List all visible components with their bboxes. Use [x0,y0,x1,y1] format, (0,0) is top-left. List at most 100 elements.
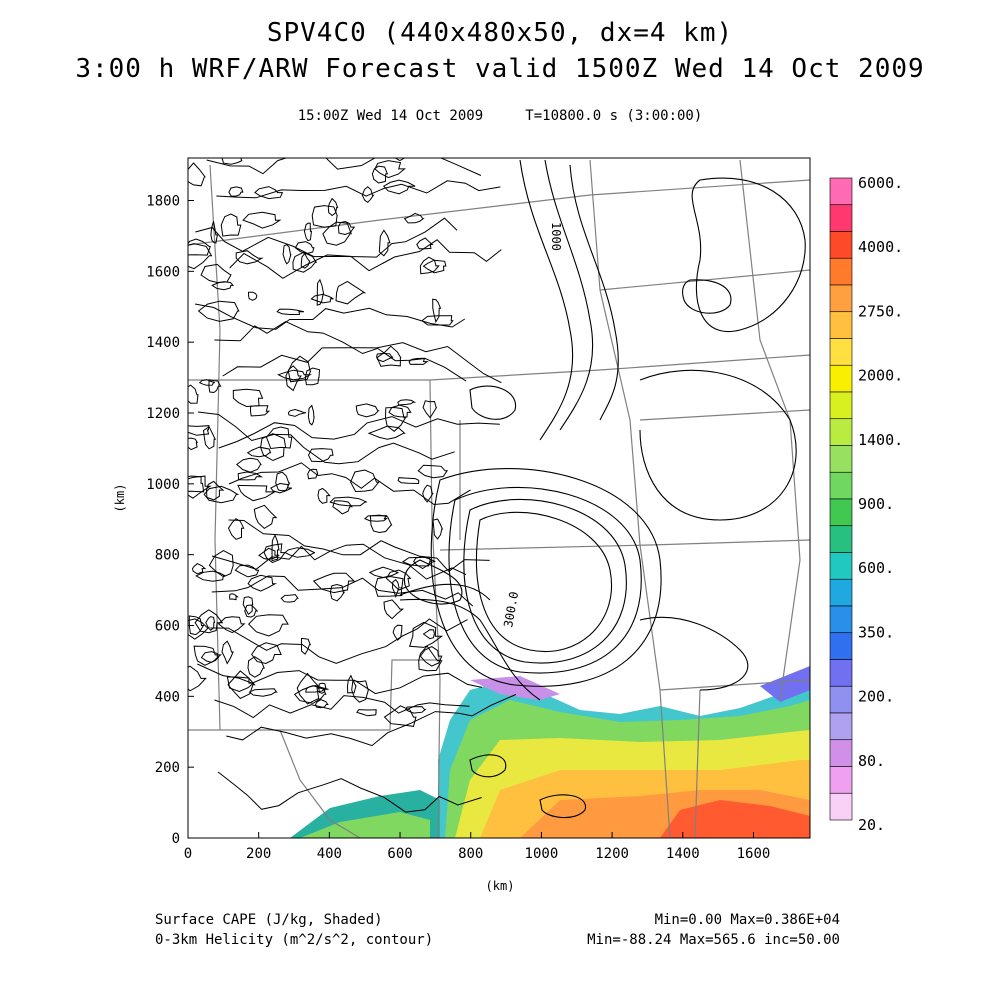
contour-loop [208,550,234,578]
contour-loop [422,400,438,419]
contour-loop [258,547,280,561]
contour-line [228,462,471,506]
colorbar-label: 20. [858,816,885,834]
colorbar-swatch [829,525,853,553]
contour-loop [422,629,436,640]
contour-loop [397,399,417,406]
contour-loop [327,197,339,217]
colorbar-label: 900. [858,495,894,513]
colorbar-swatch [829,311,853,339]
colorbar-swatch [829,659,853,687]
contour-loop [335,280,367,305]
contour-loop [188,475,205,493]
contour-loop [292,251,318,273]
contour-loop [312,572,356,594]
colorbar-label: 4000. [858,238,903,256]
y-axis: 0 200 400 600 800 1000 1200 1400 1600 1800 [146,194,194,847]
contour-loop [401,556,432,567]
map-area [188,158,810,838]
contour-loop [232,388,264,408]
contour-loop [293,685,327,704]
contour-line [222,342,502,384]
contour-loop [363,515,388,522]
contour-loop [253,504,278,530]
contour-loop [409,621,444,648]
contour-loop [419,256,440,275]
contour-loop [188,162,206,187]
contour-loop [188,618,210,640]
colorbar-label: 200. [858,688,894,706]
contour-loop [203,485,240,504]
contour-loop [311,205,338,228]
contour-loop [247,614,289,637]
contour-loop [251,642,282,665]
contour-loop [188,437,199,451]
contour-loop [374,160,406,179]
y-tick-label: 1200 [146,406,180,422]
contour-loop [418,645,443,672]
contour-loop [376,352,394,363]
contour-loop [361,186,375,203]
contour-loop [210,221,219,244]
contour-loop [287,355,312,383]
colorbar-label: 2750. [858,302,903,320]
contour-loop [383,705,417,727]
contour-line [214,695,470,719]
contour-range: Min=-88.24 Max=565.6 inc=50.00 [587,932,840,948]
contour-loop [329,496,367,507]
contour-loop [226,676,255,693]
contour-loop [432,518,444,540]
contour-loop [296,672,322,705]
colorbar-swatch [829,712,853,741]
x-tick-label: 200 [246,846,271,862]
contour-loop [242,211,282,229]
contour-loop [188,238,211,256]
contour-loop [307,404,315,426]
contour-line [197,663,483,695]
colorbar-swatch [829,338,853,366]
contour-loop [235,250,264,265]
contour-loop [329,583,346,602]
colorbar-swatch [829,231,853,259]
colorbar-swatch [829,418,853,446]
contour-loop [310,293,334,304]
contour-loop [371,165,389,184]
state-boundaries [188,159,810,838]
y-tick-label: 1600 [146,264,180,280]
contour-loop [351,679,369,703]
colorbar-label: 6000. [858,174,903,192]
colorbar-swatch [829,766,853,794]
y-axis-unit: (km) [113,484,127,513]
contour-loop [191,563,207,575]
contour-line [210,618,468,664]
contour-loop [317,487,331,504]
contour-loop [419,646,443,667]
contour-loop [378,229,391,257]
colorbar-label: 350. [858,623,894,641]
contour-loop [413,555,436,570]
contour-line [229,239,502,279]
contour-loop [188,665,207,692]
x-tick-label: 1600 [737,846,771,862]
contour-loop [188,384,199,404]
contour-label-300: 300.0 [501,591,521,629]
contour-loop [383,179,416,195]
time-subtitle: 15:00Z Wed 14 Oct 2009 T=10800.0 s (3:00… [0,108,1000,124]
colorbar-swatch [829,471,853,500]
contour-loop [303,222,313,242]
contour-loop [421,315,454,326]
contour-loop [367,425,406,440]
contour-loop [188,243,213,270]
colorbar-swatch [829,792,853,821]
contour-loop [294,241,315,255]
y-tick-label: 1800 [146,194,180,210]
contour-loop [376,345,402,367]
contour-loop [307,468,319,480]
contour-loop [322,221,352,246]
helicity-contours [399,159,806,819]
contour-loop [422,259,447,274]
contour-line [211,543,467,580]
contour-line [214,321,467,382]
colorbar-swatch [829,177,853,206]
colorbar-swatch [829,204,853,232]
